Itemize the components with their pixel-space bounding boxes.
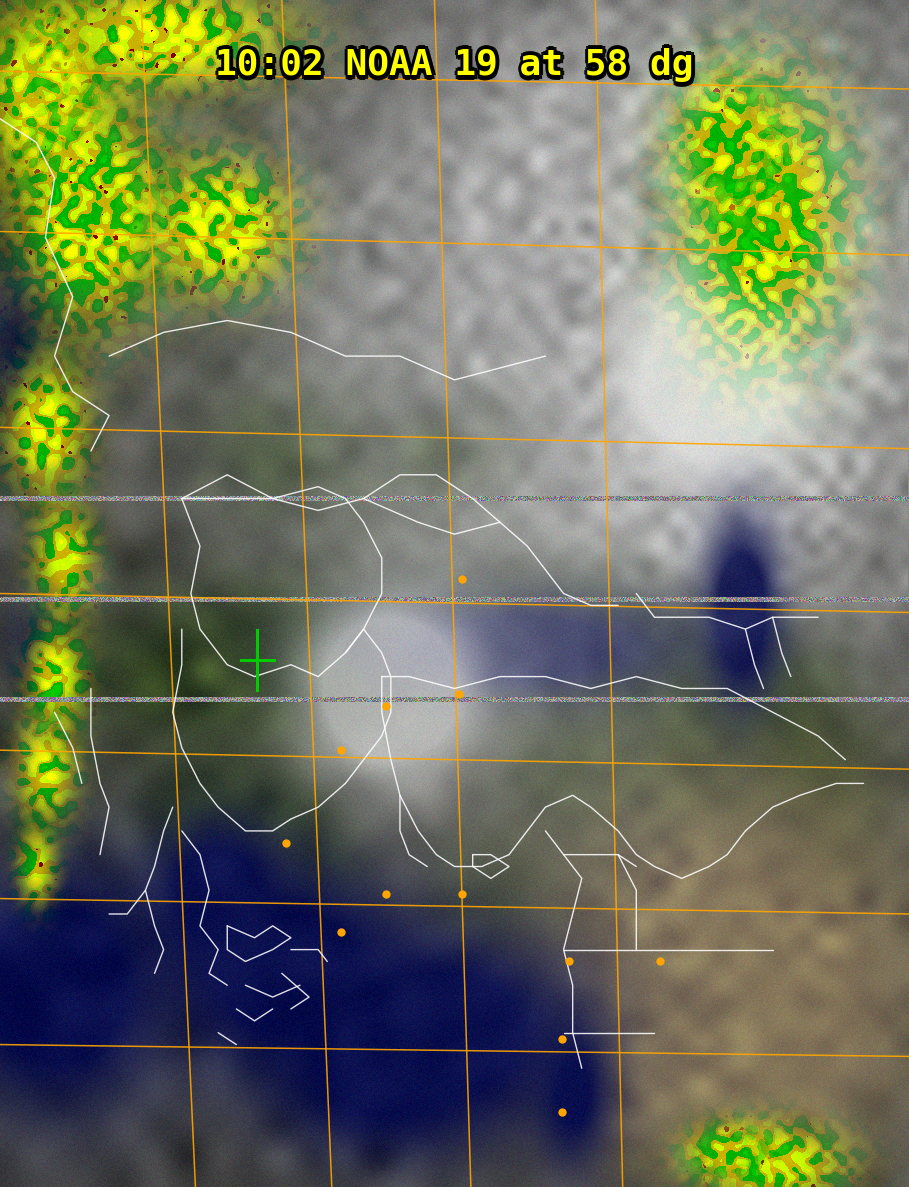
Text: 10:02 NOAA 19 at 58 dg: 10:02 NOAA 19 at 58 dg <box>215 49 694 82</box>
Text: 10:02 NOAA 19 at 58 dg: 10:02 NOAA 19 at 58 dg <box>213 45 691 78</box>
Text: 10:02 NOAA 19 at 58 dg: 10:02 NOAA 19 at 58 dg <box>219 49 697 82</box>
Text: 10:02 NOAA 19 at 58 dg: 10:02 NOAA 19 at 58 dg <box>212 49 690 82</box>
Text: 10:02 NOAA 19 at 58 dg: 10:02 NOAA 19 at 58 dg <box>213 52 691 85</box>
Text: 10:02 NOAA 19 at 58 dg: 10:02 NOAA 19 at 58 dg <box>218 52 696 85</box>
Text: 10:02 NOAA 19 at 58 dg: 10:02 NOAA 19 at 58 dg <box>215 53 694 87</box>
Text: 10:02 NOAA 19 at 58 dg: 10:02 NOAA 19 at 58 dg <box>215 44 694 77</box>
Text: 10:02 NOAA 19 at 58 dg: 10:02 NOAA 19 at 58 dg <box>218 45 696 78</box>
